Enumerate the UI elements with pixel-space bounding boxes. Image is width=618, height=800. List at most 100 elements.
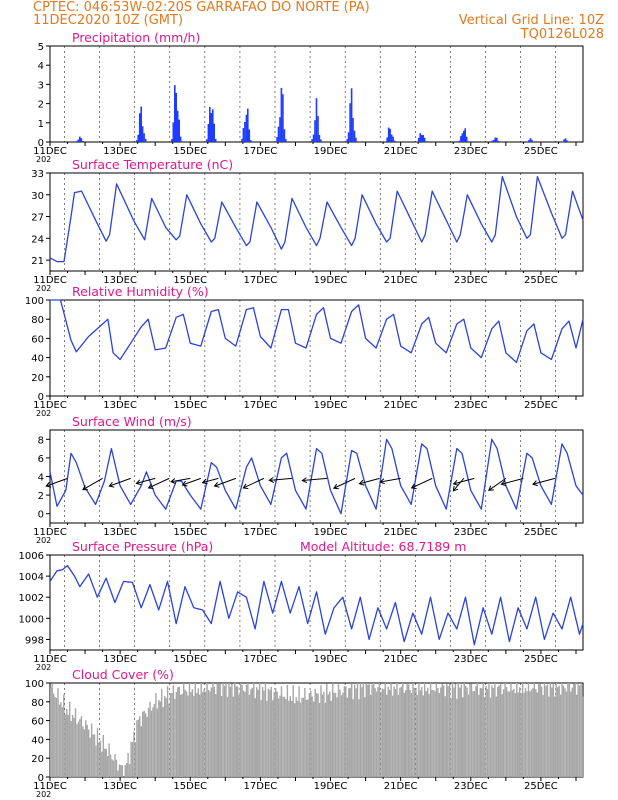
- x-tick-label: 25DEC: [524, 781, 558, 792]
- cloud-bar: [77, 721, 80, 777]
- cloud-bar: [462, 697, 464, 777]
- cloud-bar: [286, 685, 289, 777]
- cloud-bar: [251, 687, 253, 777]
- cloud-bar: [55, 697, 58, 777]
- cloud-bar: [188, 683, 191, 777]
- y-tick-label: 2: [38, 491, 44, 502]
- cloud-bar: [51, 683, 53, 777]
- cloud-bar: [567, 683, 569, 777]
- cloud-bar: [524, 687, 527, 777]
- cloud-bar: [488, 683, 490, 777]
- cloud-bar: [112, 760, 115, 777]
- cloud-bar: [85, 720, 87, 777]
- precip-bar: [497, 140, 500, 142]
- wind-vector: [182, 477, 201, 486]
- cloud-bar: [283, 696, 286, 777]
- cloud-bar: [329, 691, 331, 777]
- cloud-bar: [58, 704, 61, 777]
- x-tick-label: 13DEC: [103, 654, 137, 665]
- cloud-bar: [70, 721, 72, 777]
- cloud-bar: [424, 683, 426, 777]
- cloud-bar: [365, 683, 367, 777]
- y-tick-label: 33: [31, 169, 44, 180]
- cloud-bar: [82, 726, 84, 777]
- cloud-bar: [267, 688, 270, 777]
- cloud-bar: [294, 703, 296, 777]
- wind-arrowhead: [201, 478, 208, 485]
- cloud-bar: [88, 729, 90, 777]
- cloud-bar: [473, 691, 476, 777]
- cloud-bar: [245, 684, 248, 777]
- wind-arrowhead: [532, 480, 538, 487]
- precip-bar: [206, 139, 208, 142]
- precip-bar: [387, 127, 390, 142]
- wind-vector: [452, 478, 465, 492]
- cloud-bar: [508, 691, 511, 777]
- precip-bar: [317, 116, 319, 142]
- cloud-bar: [71, 715, 74, 777]
- cloud-bar: [101, 751, 103, 777]
- cloud-bar: [134, 742, 137, 777]
- cloud-bar: [164, 695, 166, 777]
- cloud-bar: [241, 684, 243, 777]
- cloud-bar: [104, 748, 106, 777]
- cloud-bar: [370, 694, 372, 777]
- cloud-bar: [181, 693, 183, 777]
- precip-bar: [423, 137, 426, 142]
- cloud-bar: [115, 759, 118, 777]
- cloud-bar: [314, 688, 316, 777]
- cloud-bar: [108, 743, 110, 777]
- y-tick-label: 24: [31, 234, 44, 245]
- wind-vector: [411, 477, 433, 489]
- cloud-bar: [399, 687, 401, 777]
- cloud-bar: [342, 692, 344, 777]
- cloud-bar: [421, 687, 423, 777]
- cloud-bar: [580, 683, 582, 777]
- y-tick-label: 60: [31, 717, 44, 728]
- wind-vector: [532, 477, 556, 485]
- cloud-bar: [238, 694, 240, 777]
- wind-arrowhead: [45, 481, 52, 488]
- cloud-bar: [289, 696, 291, 777]
- precip-bar: [176, 110, 179, 142]
- precip-bar: [250, 140, 252, 142]
- cloud-bar: [478, 694, 480, 777]
- cloud-bar: [326, 683, 328, 777]
- cloud-bar: [128, 764, 131, 777]
- cloud-bar: [127, 752, 129, 777]
- precip-bar: [77, 139, 80, 142]
- cloud-bar: [235, 686, 237, 777]
- cloud-bar: [511, 690, 514, 777]
- cloud-bar: [400, 686, 403, 777]
- cloud-bar: [225, 683, 227, 777]
- y-tick-label: 30: [31, 191, 44, 202]
- cloud-bar: [231, 683, 233, 777]
- cloud-bar: [60, 702, 62, 777]
- cloud-bar: [118, 764, 121, 777]
- header-datetime: 11DEC2020 10Z (GMT): [33, 13, 184, 28]
- cloud-bar: [403, 692, 405, 777]
- cloud-bar: [513, 688, 515, 777]
- cloud-bar: [558, 685, 560, 777]
- wind-vector: [359, 477, 380, 485]
- cloud-bar: [185, 691, 188, 777]
- wind-arrowhead: [135, 479, 142, 486]
- precip-bar: [581, 141, 583, 142]
- precip-bar: [393, 140, 396, 142]
- cloud-bar: [67, 714, 69, 777]
- cloud-bar: [565, 691, 568, 777]
- cloud-bar: [311, 696, 313, 777]
- precip-bar: [419, 133, 421, 142]
- header-model-id: TQ0126L028: [520, 27, 604, 42]
- precip-bar: [496, 137, 498, 142]
- cloud-bar: [232, 696, 234, 777]
- cloud-bar: [561, 683, 563, 777]
- cloud-bar: [193, 695, 195, 777]
- cloud-bar: [402, 683, 404, 777]
- cloud-bar: [380, 691, 382, 777]
- cloud-bar: [220, 695, 223, 777]
- precip-bar: [526, 141, 529, 142]
- x-tick-label: 19DEC: [314, 781, 348, 792]
- y-tick-label: 1: [38, 119, 44, 130]
- cloud-bar: [574, 683, 576, 777]
